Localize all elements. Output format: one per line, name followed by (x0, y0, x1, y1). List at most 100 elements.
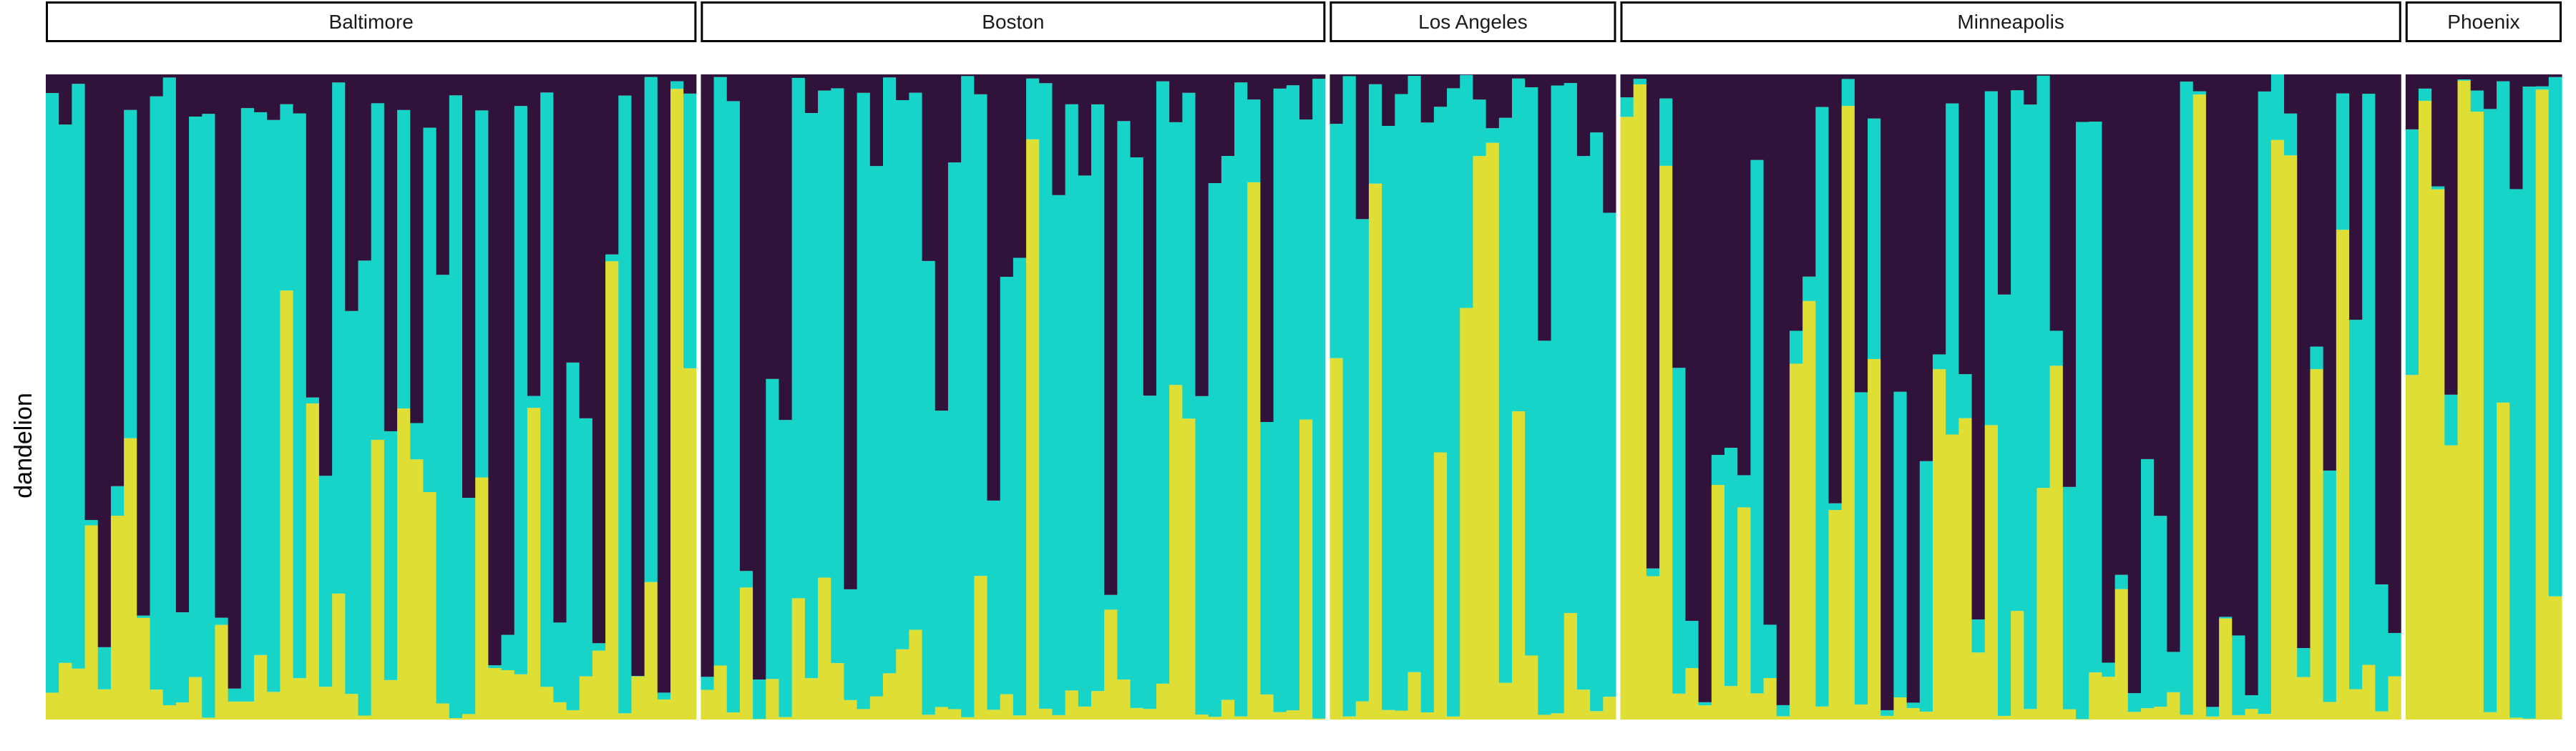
bar-segment (2405, 375, 2419, 720)
bar-segment (1039, 708, 1053, 720)
bar-segment (318, 476, 333, 687)
bar-segment (306, 74, 320, 398)
bar-segment (618, 74, 633, 96)
bar-segment (1247, 99, 1262, 182)
bar-segment (1330, 358, 1344, 720)
bar-segment (84, 74, 99, 521)
bar-segment (97, 74, 112, 647)
bar-segment (883, 673, 897, 720)
bar-segment (869, 74, 884, 167)
bar-segment (2154, 516, 2167, 707)
bar-segment (2444, 74, 2459, 395)
bar-segment (1512, 78, 1526, 411)
bar-segment (1273, 74, 1287, 89)
bar-segment (961, 74, 975, 77)
bar-segment (592, 643, 606, 651)
bar-segment (1880, 715, 1895, 720)
bar-segment (527, 74, 541, 396)
bar-segment (831, 663, 845, 720)
bar-segment (1551, 713, 1565, 720)
bar-segment (683, 93, 697, 368)
bar-segment (1946, 74, 1959, 104)
facet-strip-minneapolis: Minneapolis (1620, 1, 2401, 42)
bar-segment (2375, 74, 2389, 585)
bar-segment (2154, 707, 2167, 720)
bar-segment (1407, 74, 1422, 76)
bar-segment (1893, 697, 1908, 720)
bar-segment (1538, 715, 1552, 720)
bar-segment (961, 76, 975, 717)
bar-segment (2310, 346, 2324, 370)
bar-segment (1893, 74, 1908, 392)
bar-segment (228, 701, 242, 720)
bar-segment (818, 90, 831, 578)
bar-segment (1473, 74, 1487, 100)
bar-segment (1498, 117, 1513, 683)
bar-segment (1971, 74, 1986, 620)
bar-segment (240, 701, 255, 720)
bar-segment (644, 77, 658, 582)
bar-segment (436, 74, 450, 275)
bar-segment (1312, 74, 1326, 79)
bar-segment (2232, 74, 2246, 636)
bar-segment (2388, 676, 2402, 720)
bar-segment (1104, 594, 1118, 610)
bar-segment (254, 654, 268, 720)
bar-segment (1473, 156, 1487, 720)
bar-segment (202, 717, 216, 720)
bar-segment (2349, 320, 2363, 689)
bar-segment (1460, 308, 1474, 720)
bar-segment (215, 617, 229, 625)
bar-segment (1711, 454, 1725, 485)
bar-segment (701, 74, 715, 677)
bar-segment (1091, 691, 1105, 720)
bar-segment (72, 668, 86, 720)
bar-segment (566, 710, 580, 720)
bar-segment (2310, 369, 2324, 720)
bar-segment (605, 254, 619, 262)
bar-segment (410, 74, 424, 423)
bar-segment (1395, 710, 1409, 720)
bar-segment (267, 74, 280, 120)
bar-segment (59, 662, 72, 720)
bar-segment (1551, 85, 1565, 714)
panel-separator (696, 74, 701, 720)
bar-segment (1330, 74, 1344, 124)
bar-segment (2167, 692, 2181, 720)
bar-segment (1355, 701, 1370, 720)
bar-segment (1065, 690, 1079, 720)
bar-segment (358, 260, 372, 716)
bar-segment (97, 647, 112, 689)
bar-segment (2405, 74, 2419, 129)
bar-segment (896, 649, 909, 720)
bar-segment (2245, 694, 2259, 710)
bar-segment (423, 74, 437, 128)
bar-segment (1659, 74, 1673, 99)
bar-segment (922, 260, 936, 715)
bar-segment (332, 82, 346, 594)
bar-segment (1447, 74, 1460, 89)
bar-segment (1182, 92, 1196, 419)
bar-segment (2219, 74, 2233, 617)
bar-segment (189, 677, 203, 720)
bar-segment (947, 74, 962, 163)
bar-segment (2205, 707, 2220, 717)
bar-segment (189, 116, 203, 677)
bar-segment (1933, 369, 1946, 720)
bar-segment (1498, 682, 1513, 720)
bar-segment (2270, 74, 2285, 140)
bar-segment (1750, 74, 1765, 160)
bar-segment (2297, 677, 2311, 720)
bar-segment (318, 74, 333, 476)
bar-segment (739, 74, 753, 571)
facet-strips: Baltimore Boston Los Angeles Minneapolis Pho… (46, 1, 2562, 42)
bar-segment (701, 677, 715, 690)
bar-segment (59, 124, 72, 663)
bar-segment (2270, 139, 2285, 720)
bar-segment (1828, 503, 1843, 511)
bar-segment (345, 694, 359, 720)
bar-segment (844, 589, 858, 700)
bar-segment (293, 74, 307, 114)
bar-segment (2535, 89, 2550, 720)
y-axis-label: dandelion (10, 393, 37, 498)
